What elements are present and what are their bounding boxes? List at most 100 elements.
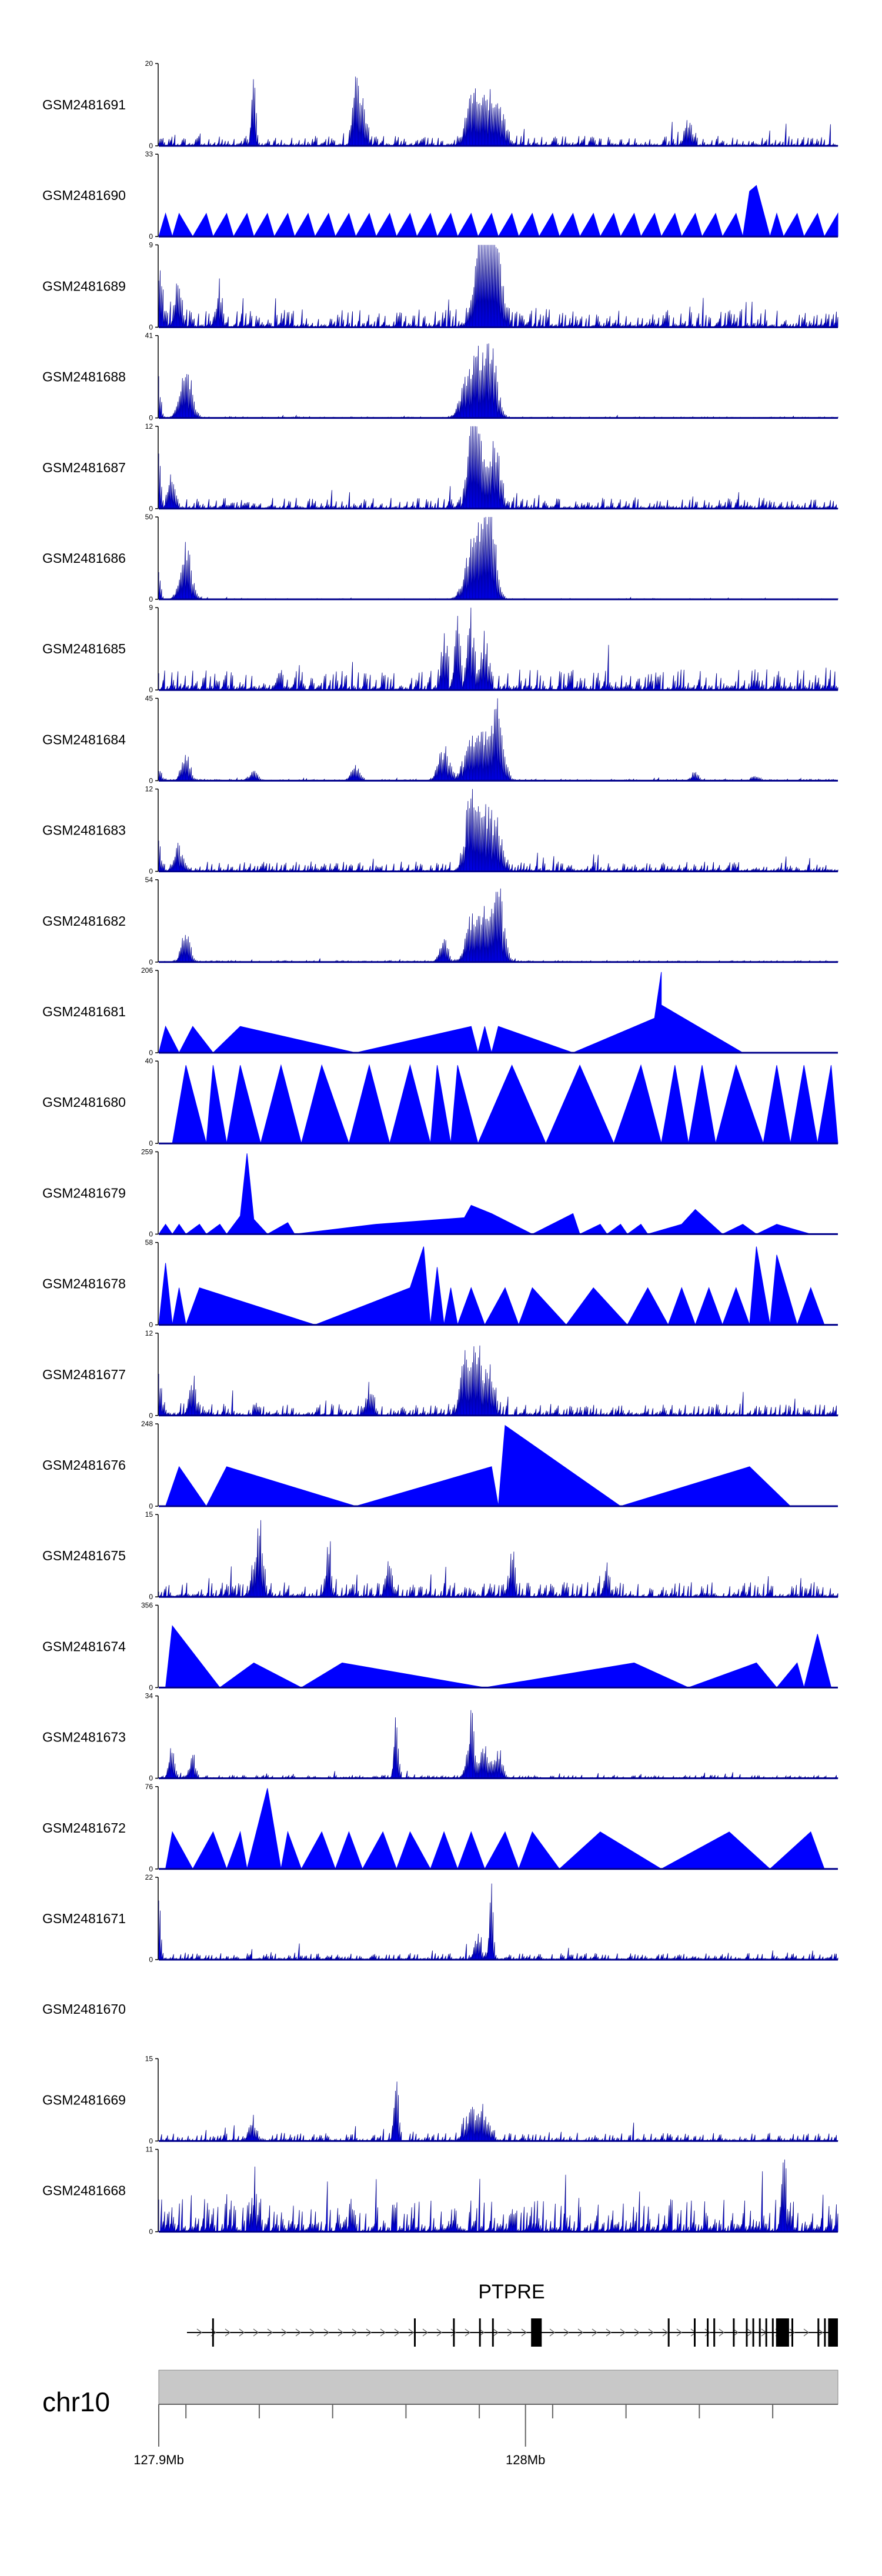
y-max-label: 15: [145, 1510, 153, 1519]
y-zero-label: 0: [149, 867, 153, 876]
track-label: GSM2481681: [42, 1004, 126, 1019]
track-GSM2481679: GSM2481679 259 0: [42, 1147, 838, 1238]
coverage-area: [158, 426, 838, 510]
gene-name-label: PTPRE: [478, 2281, 544, 2303]
track-label: GSM2481669: [42, 2092, 126, 2107]
strand-arrow-icon: [747, 2328, 753, 2337]
track-GSM2481668: GSM2481668 11 0: [42, 2145, 838, 2236]
track-GSM2481688: GSM2481688 41 0: [42, 332, 838, 422]
y-zero-label: 0: [149, 1956, 153, 1964]
strand-arrow-icon: [295, 2328, 302, 2337]
coding-exon: [828, 2318, 838, 2347]
y-max-label: 259: [141, 1147, 153, 1156]
coding-exon: [532, 2318, 542, 2347]
track-GSM2481691: GSM2481691 20 0: [42, 59, 838, 150]
strand-arrow-icon: [606, 2328, 612, 2337]
strand-arrow-icon: [225, 2328, 231, 2337]
gene-track: PTPRE: [187, 2281, 838, 2347]
coverage-area: [158, 1520, 838, 1598]
track-GSM2481685: GSM2481685 9 0: [42, 603, 838, 694]
chromosome-ideogram: chr10 127.9Mb 128Mb: [42, 2370, 838, 2467]
track-GSM2481683: GSM2481683 12 0: [42, 785, 838, 876]
coverage-area: [158, 1883, 838, 1961]
strand-arrow-icon: [408, 2328, 415, 2337]
y-max-label: 206: [141, 966, 153, 975]
track-GSM2481669: GSM2481669 15 0: [42, 2054, 838, 2145]
y-max-label: 20: [145, 59, 153, 68]
strand-arrow-icon: [704, 2328, 711, 2337]
coverage-area: [159, 1424, 838, 1507]
strand-arrow-icon: [493, 2328, 499, 2337]
coverage-area: [159, 1064, 838, 1145]
coverage-area: [158, 2081, 838, 2142]
strand-arrow-icon: [733, 2328, 739, 2337]
track-label: GSM2481673: [42, 1730, 126, 1745]
y-zero-label: 0: [149, 1865, 153, 1873]
track-GSM2481687: GSM2481687 12 0: [42, 422, 838, 513]
y-max-label: 15: [145, 2054, 153, 2063]
track-label: GSM2481668: [42, 2183, 126, 2198]
coverage-area: [158, 245, 838, 328]
track-label: GSM2481682: [42, 913, 126, 929]
track-GSM2481681: GSM2481681 206 0: [42, 966, 838, 1057]
chromosome-label: chr10: [42, 2387, 110, 2417]
strand-arrow-icon: [323, 2328, 330, 2337]
track-label: GSM2481675: [42, 1548, 126, 1563]
exon: [694, 2318, 696, 2347]
exon: [759, 2318, 761, 2347]
strand-arrow-icon: [267, 2328, 273, 2337]
y-zero-label: 0: [149, 1502, 153, 1510]
track-label: GSM2481671: [42, 1911, 126, 1926]
track-GSM2481686: GSM2481686 50 0: [42, 513, 838, 603]
track-label: GSM2481672: [42, 1820, 126, 1836]
coverage-area: [158, 1345, 838, 1417]
strand-arrow-icon: [309, 2328, 316, 2337]
track-label: GSM2481691: [42, 97, 126, 112]
track-GSM2481678: GSM2481678 58 0: [42, 1239, 838, 1329]
track-label: GSM2481685: [42, 641, 126, 656]
strand-arrow-icon: [803, 2328, 810, 2337]
exon: [667, 2318, 670, 2347]
strand-arrow-icon: [422, 2328, 429, 2337]
y-zero-label: 0: [149, 414, 153, 422]
y-zero-label: 0: [149, 958, 153, 966]
track-GSM2481675: GSM2481675 15 0: [42, 1510, 838, 1601]
strand-arrow-icon: [253, 2328, 259, 2337]
genomic-axis: 127.9Mb 128Mb: [133, 2404, 838, 2467]
track-label: GSM2481689: [42, 278, 126, 293]
y-max-label: 356: [141, 1601, 153, 1609]
coverage-area: [158, 1710, 838, 1780]
strand-arrow-icon: [239, 2328, 245, 2337]
coverage-area: [158, 1153, 838, 1235]
track-GSM2481682: GSM2481682 54 0: [42, 876, 838, 966]
strand-arrow-icon: [719, 2328, 725, 2337]
track-GSM2481670: GSM2481670: [42, 2001, 126, 2017]
y-max-label: 50: [145, 513, 153, 521]
y-zero-label: 0: [149, 2228, 153, 2236]
track-label: GSM2481686: [42, 550, 126, 566]
strand-arrow-icon: [380, 2328, 386, 2337]
coverage-area: [158, 516, 838, 600]
exon: [746, 2318, 748, 2347]
exon: [765, 2318, 767, 2347]
y-max-label: 22: [145, 1873, 153, 1881]
strand-arrow-icon: [620, 2328, 626, 2337]
track-GSM2481671: GSM2481671 22 0: [42, 1873, 838, 1964]
coverage-area: [159, 1788, 838, 1870]
track-label: GSM2481674: [42, 1639, 126, 1654]
coverage-area: [158, 789, 838, 873]
track-GSM2481674: GSM2481674 356 0: [42, 1601, 838, 1691]
strand-arrow-icon: [789, 2328, 796, 2337]
y-max-label: 54: [145, 876, 153, 884]
track-label: GSM2481680: [42, 1095, 126, 1110]
y-zero-label: 0: [149, 595, 153, 603]
exon: [492, 2318, 494, 2347]
gene-exons: [212, 2318, 838, 2347]
coverage-area: [159, 1625, 838, 1689]
y-max-label: 9: [149, 603, 153, 612]
coverage-area: [158, 76, 838, 147]
y-zero-label: 0: [149, 776, 153, 785]
coverage-area: [158, 185, 838, 238]
y-zero-label: 0: [149, 1139, 153, 1147]
